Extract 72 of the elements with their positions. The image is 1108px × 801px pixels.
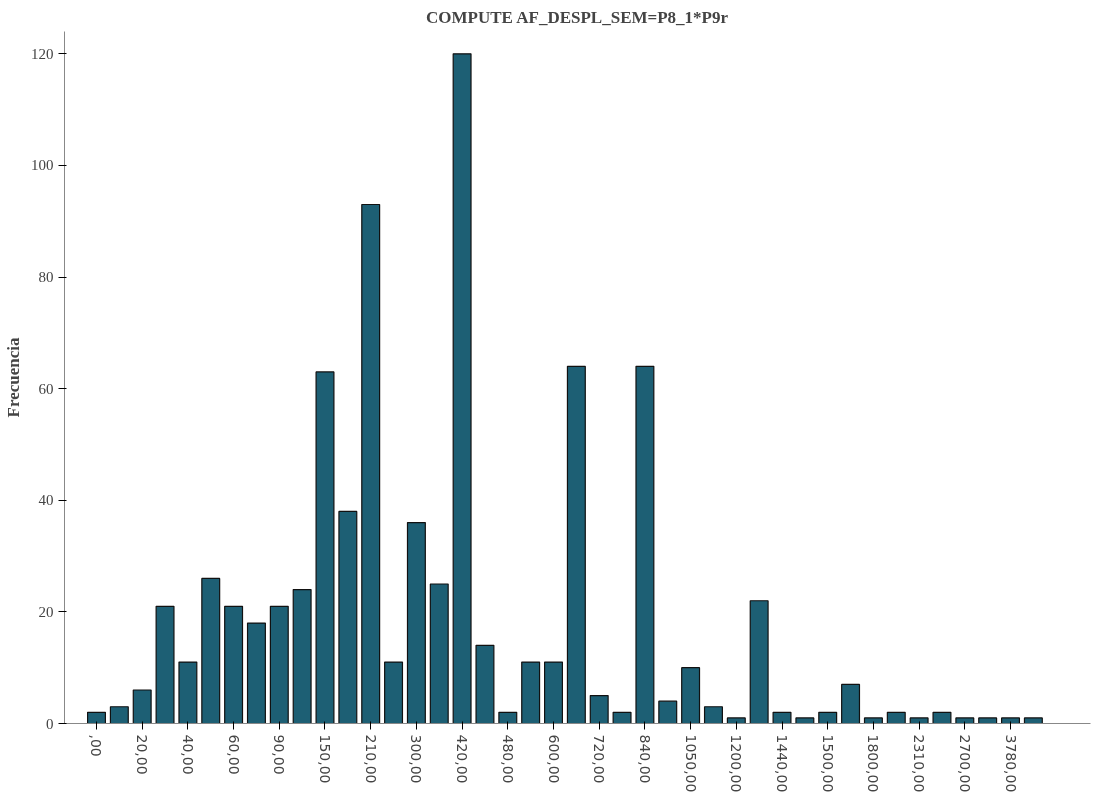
bar [498,711,518,724]
bar [201,577,221,724]
bar [475,644,495,724]
bar [361,203,381,724]
bar [795,717,815,724]
bar [726,717,746,724]
x-tick-label: 1440,00 [774,734,791,793]
bar [452,53,472,724]
bar [155,605,175,724]
y-axis-title: Frecuencia [4,337,23,418]
bar [703,706,723,724]
bar [406,522,426,724]
x-tick-label: 1500,00 [819,734,836,793]
bar [246,622,266,724]
bar [566,365,586,724]
bar [384,661,404,724]
x-tick-label: 150,00 [317,734,333,784]
bar [635,365,655,724]
x-tick-label: 20,00 [134,734,151,775]
bar [1023,717,1043,724]
bar [132,689,152,724]
y-tick-label: 0 [46,715,54,732]
bar [109,706,129,724]
x-tick-label: 210,00 [362,734,379,784]
x-tick-label: 720,00 [591,734,608,784]
bar [224,605,244,724]
x-tick-label: 420,00 [454,734,471,784]
bar [543,661,564,724]
bar [886,711,906,724]
x-tick-label: 60,00 [225,734,242,775]
bar [658,700,678,724]
bar [178,661,198,724]
x-tick-label: 480,00 [499,734,516,784]
bar [86,711,106,724]
x-tick-label: 40,00 [179,734,196,775]
bar [292,588,312,724]
x-tick-label: 2310,00 [911,734,928,793]
y-tick-label: 120 [31,45,54,62]
bar [338,510,358,724]
y-tick-label: 20 [38,603,54,620]
bar [612,711,632,724]
bar [978,717,998,724]
x-tick-label: 1050,00 [682,734,699,793]
bar [841,683,861,724]
bar [429,583,449,724]
bar [521,661,541,724]
x-tick-label: 1800,00 [865,734,882,793]
x-tick-label: 300,00 [408,734,425,784]
bar [863,717,883,724]
y-tick-label: 80 [38,269,54,286]
bar [681,667,701,724]
bar [955,717,975,724]
bar [749,600,769,724]
chart-title: COMPUTE AF_DESPL_SEM=P8_1*P9r [426,7,729,27]
y-tick-label: 60 [38,380,54,397]
bar [269,605,289,724]
x-tick-label: 3780,00 [1002,734,1019,793]
x-tick-label: ,00 [88,734,105,757]
x-tick-label: 1200,00 [728,734,745,793]
x-tick-label: 90,00 [271,734,288,775]
x-tick-label: 600,00 [545,734,562,784]
x-tick-label: 840,00 [636,734,653,784]
y-tick-label: 40 [38,492,54,509]
bar [589,695,609,724]
bar [909,717,929,724]
bar [818,711,838,724]
y-tick-label: 100 [31,157,54,174]
bar [1001,717,1021,724]
bar [932,711,952,724]
bar [772,711,792,724]
bar [315,371,335,724]
x-tick-label: 2700,00 [956,734,973,793]
